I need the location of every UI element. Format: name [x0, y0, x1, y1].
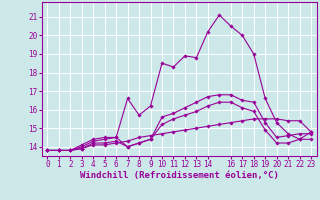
X-axis label: Windchill (Refroidissement éolien,°C): Windchill (Refroidissement éolien,°C)	[80, 171, 279, 180]
